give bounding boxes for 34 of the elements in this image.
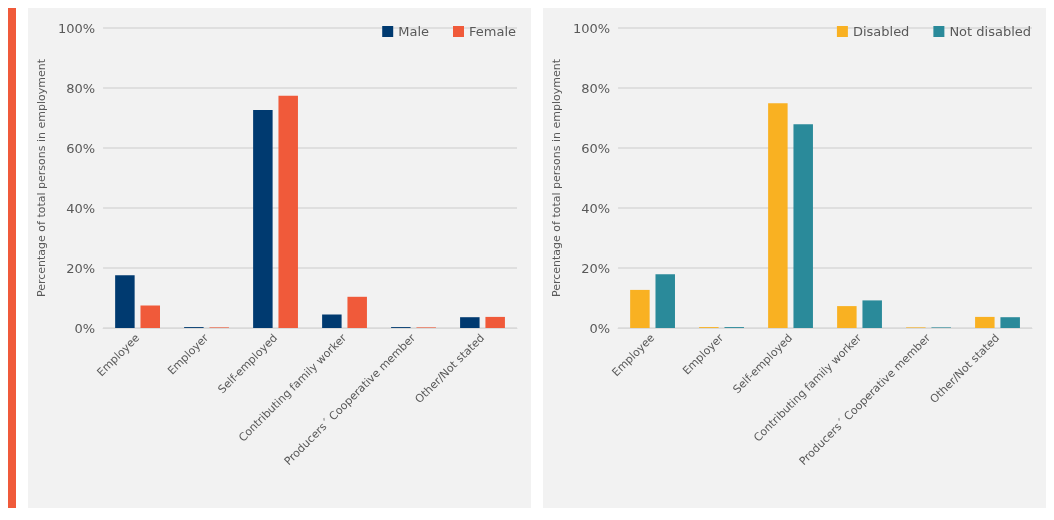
y-tick-label: 100% (57, 20, 96, 36)
bar (768, 103, 788, 328)
y-axis-title: Percentage of total persons in employment (34, 58, 48, 298)
y-tick-label: 100% (572, 20, 611, 36)
bar (630, 289, 650, 328)
bar (460, 317, 480, 328)
bar (793, 124, 813, 328)
bar (253, 109, 273, 328)
bar (1000, 317, 1020, 328)
bar (975, 316, 995, 328)
bar (862, 300, 882, 328)
legend-label: Female (468, 24, 516, 39)
y-tick-label: 40% (66, 200, 96, 216)
bar (322, 314, 342, 328)
bar (837, 306, 857, 328)
y-tick-label: 60% (581, 140, 611, 156)
y-tick-label: 0% (74, 320, 96, 336)
bar (655, 274, 675, 328)
y-tick-label: 40% (581, 200, 611, 216)
bar (347, 296, 367, 328)
y-axis-title: Percentage of total persons in employment (549, 58, 563, 298)
legend-label: Male (398, 24, 429, 39)
bar (278, 95, 298, 328)
y-tick-label: 80% (66, 80, 96, 96)
legend-label: Not disabled (949, 24, 1031, 39)
y-tick-label: 20% (66, 260, 96, 276)
y-tick-label: 0% (589, 320, 611, 336)
y-tick-label: 20% (581, 260, 611, 276)
y-tick-label: 60% (66, 140, 96, 156)
bar (485, 316, 505, 328)
y-tick-label: 80% (581, 80, 611, 96)
bar (115, 275, 135, 328)
legend-label: Disabled (852, 24, 910, 39)
bar (140, 305, 160, 328)
